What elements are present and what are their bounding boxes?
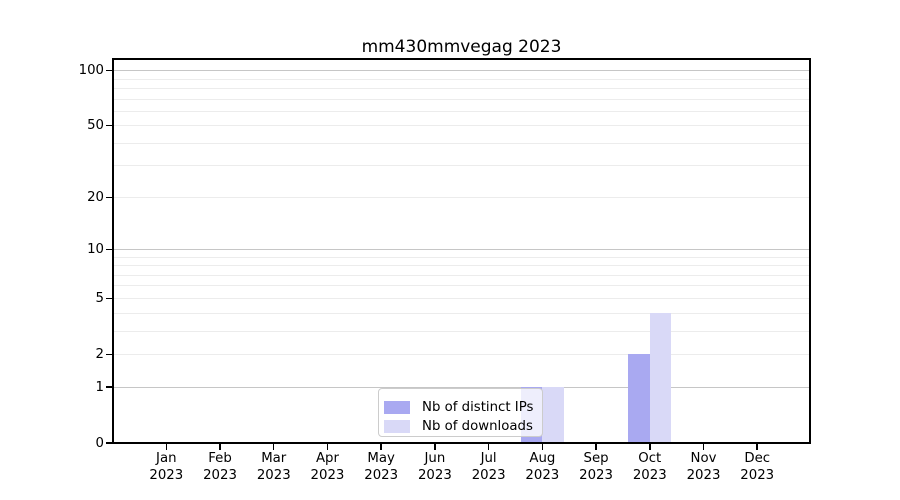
x-tick-label-aug: Aug 2023 — [502, 451, 582, 484]
x-tick-mark — [165, 443, 168, 450]
gridline-minor — [114, 312, 809, 314]
x-tick-mark — [272, 443, 275, 450]
right-spine — [809, 58, 811, 444]
gridline-minor — [114, 256, 809, 258]
y-tick-mark — [106, 124, 113, 127]
x-tick-year: 2023 — [417, 467, 452, 483]
x-tick-label-may: May 2023 — [341, 451, 421, 484]
x-tick-year: 2023 — [740, 467, 775, 483]
y-tick-label: 20 — [87, 189, 104, 205]
x-tick-label-jan: Jan 2023 — [126, 451, 206, 484]
x-tick-mark — [541, 443, 544, 450]
gridline-minor — [114, 142, 809, 144]
x-tick-month: Nov — [690, 451, 717, 466]
y-tick-label: 1 — [95, 379, 104, 395]
gridline-minor — [114, 110, 809, 112]
legend-item-distinct-ips: Nb of distinct IPs — [384, 398, 542, 417]
x-tick-label-feb: Feb 2023 — [180, 451, 260, 484]
y-tick-label: 5 — [95, 290, 104, 306]
x-tick-label-jun: Jun 2023 — [395, 451, 475, 484]
y-tick-label: 0 — [95, 435, 104, 451]
x-tick-month: Jul — [480, 451, 497, 466]
x-tick-year: 2023 — [149, 467, 184, 483]
x-tick-mark — [595, 443, 597, 450]
x-tick-label-mar: Mar 2023 — [234, 451, 314, 484]
x-tick-mark — [756, 443, 758, 450]
x-tick-month: Apr — [315, 451, 339, 466]
gridline-minor — [114, 265, 809, 267]
x-tick-month: Mar — [261, 451, 287, 466]
x-tick-month: Dec — [744, 451, 771, 466]
y-tick-mark — [106, 297, 113, 300]
y-tick-mark — [106, 386, 113, 388]
x-tick-month: Jun — [424, 451, 446, 466]
gridline-minor — [114, 330, 809, 332]
legend-swatch-downloads — [384, 420, 410, 433]
x-tick-mark — [434, 443, 436, 450]
gridline-minor — [114, 285, 809, 287]
x-tick-month: Aug — [529, 451, 556, 466]
left-spine — [112, 58, 114, 444]
x-tick-label-sep: Sep 2023 — [556, 451, 636, 484]
x-tick-label-nov: Nov 2023 — [664, 451, 744, 484]
legend: Nb of distinct IPs Nb of downloads — [378, 388, 543, 437]
gridline-minor — [114, 353, 809, 355]
x-tick-mark — [380, 443, 382, 450]
x-tick-mark — [649, 443, 651, 450]
legend-label-downloads: Nb of downloads — [422, 419, 533, 434]
y-tick-mark — [106, 353, 113, 356]
gridline-minor — [114, 297, 809, 299]
chart-title: mm430mmvegag 2023 — [361, 37, 562, 57]
x-tick-label-apr: Apr 2023 — [287, 451, 367, 484]
x-tick-month: Oct — [638, 451, 662, 466]
gridline-minor — [114, 196, 809, 198]
y-tick-label: 10 — [87, 242, 104, 257]
x-tick-mark — [219, 443, 221, 450]
y-tick-label: 2 — [95, 346, 104, 362]
x-tick-mark — [702, 443, 705, 450]
x-tick-month: Jan — [156, 451, 177, 466]
x-tick-year: 2023 — [471, 467, 506, 483]
legend-swatch-distinct-ips — [384, 401, 410, 414]
bar-nb-of-downloads-oct-2023 — [649, 313, 672, 443]
x-tick-year: 2023 — [203, 467, 237, 483]
legend-item-downloads: Nb of downloads — [384, 417, 542, 436]
gridline-major — [114, 249, 809, 250]
bottom-spine — [112, 442, 811, 444]
x-tick-year: 2023 — [310, 467, 345, 483]
gridline-minor — [114, 98, 809, 100]
x-tick-label-jul: Jul 2023 — [449, 451, 529, 484]
y-tick-mark — [106, 442, 113, 444]
y-tick-mark — [106, 196, 113, 199]
x-tick-year: 2023 — [525, 467, 560, 483]
gridline-minor — [114, 165, 809, 167]
x-tick-mark — [326, 443, 329, 450]
gridline-minor — [114, 125, 809, 127]
x-tick-year: 2023 — [632, 467, 667, 483]
x-tick-year: 2023 — [364, 467, 399, 483]
y-tick-mark — [106, 248, 113, 251]
gridline-minor — [114, 78, 809, 80]
x-tick-mark — [487, 443, 490, 450]
x-tick-month: Sep — [583, 451, 609, 466]
gridline-minor — [114, 87, 809, 89]
gridline-major — [114, 386, 809, 388]
y-tick-mark — [106, 69, 113, 72]
x-tick-year: 2023 — [686, 467, 721, 483]
x-tick-label-dec: Dec 2023 — [717, 451, 797, 484]
bar-nb-of-distinct-ips-oct-2023 — [628, 354, 650, 443]
gridline-minor — [114, 274, 809, 276]
y-tick-label: 100 — [78, 63, 104, 79]
y-tick-label: 50 — [87, 118, 104, 134]
bar-nb-of-downloads-aug-2023 — [542, 387, 564, 443]
x-tick-month: May — [367, 451, 395, 466]
gridline-major — [114, 70, 809, 72]
legend-label-distinct-ips: Nb of distinct IPs — [422, 400, 534, 415]
x-tick-label-oct: Oct 2023 — [610, 451, 690, 484]
x-tick-year: 2023 — [256, 467, 291, 483]
top-spine — [112, 58, 811, 60]
x-tick-year: 2023 — [579, 467, 613, 483]
x-tick-month: Feb — [208, 451, 232, 466]
